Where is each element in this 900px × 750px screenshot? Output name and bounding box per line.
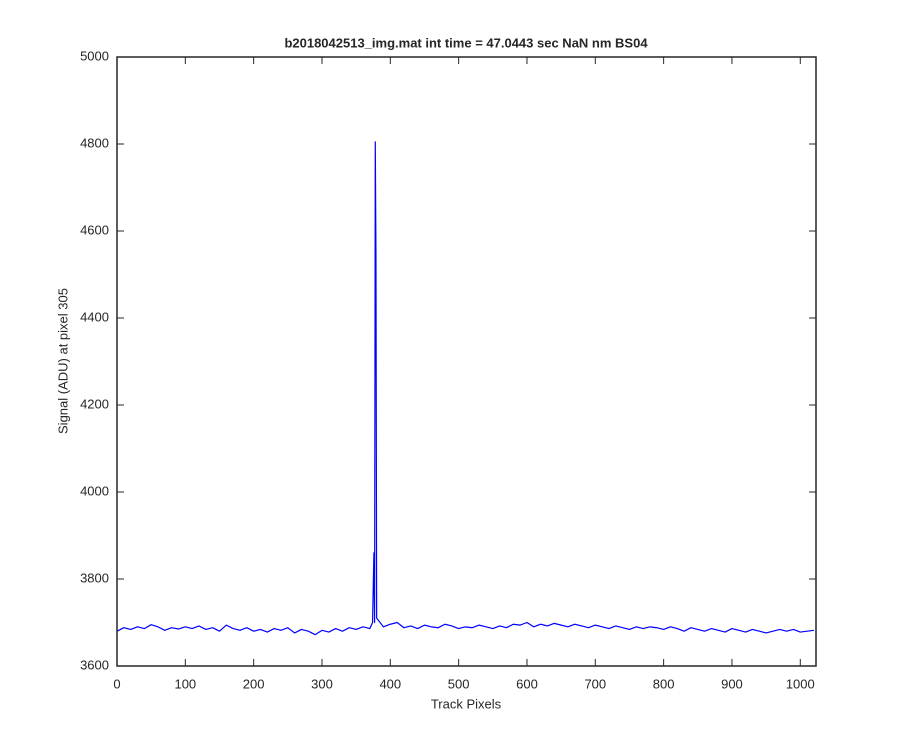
- y-tick-label: 4000: [80, 483, 109, 498]
- chart-title: b2018042513_img.mat int time = 47.0443 s…: [284, 35, 648, 50]
- y-axis-label: Signal (ADU) at pixel 305: [55, 288, 70, 434]
- x-tick-label: 700: [584, 676, 606, 691]
- y-tick-label: 3800: [80, 570, 109, 585]
- x-tick-label: 300: [311, 676, 333, 691]
- x-tick-label: 0: [113, 676, 120, 691]
- data-line: [116, 141, 815, 636]
- y-tick-label: 5000: [80, 48, 109, 63]
- x-tick-label: 800: [653, 676, 675, 691]
- x-tick-label: 600: [516, 676, 538, 691]
- y-tick-label: 4600: [80, 222, 109, 237]
- x-tick-label: 100: [174, 676, 196, 691]
- x-tick-label: 400: [379, 676, 401, 691]
- y-tick-label: 3600: [80, 657, 109, 672]
- plot-frame: [116, 56, 817, 667]
- x-tick-label: 1000: [786, 676, 815, 691]
- y-tick-label: 4200: [80, 396, 109, 411]
- x-tick-label: 200: [243, 676, 265, 691]
- y-tick-label: 4400: [80, 309, 109, 324]
- y-tick-label: 4800: [80, 135, 109, 150]
- x-tick-label: 900: [721, 676, 743, 691]
- x-tick-label: 500: [448, 676, 470, 691]
- x-axis-label: Track Pixels: [431, 696, 502, 711]
